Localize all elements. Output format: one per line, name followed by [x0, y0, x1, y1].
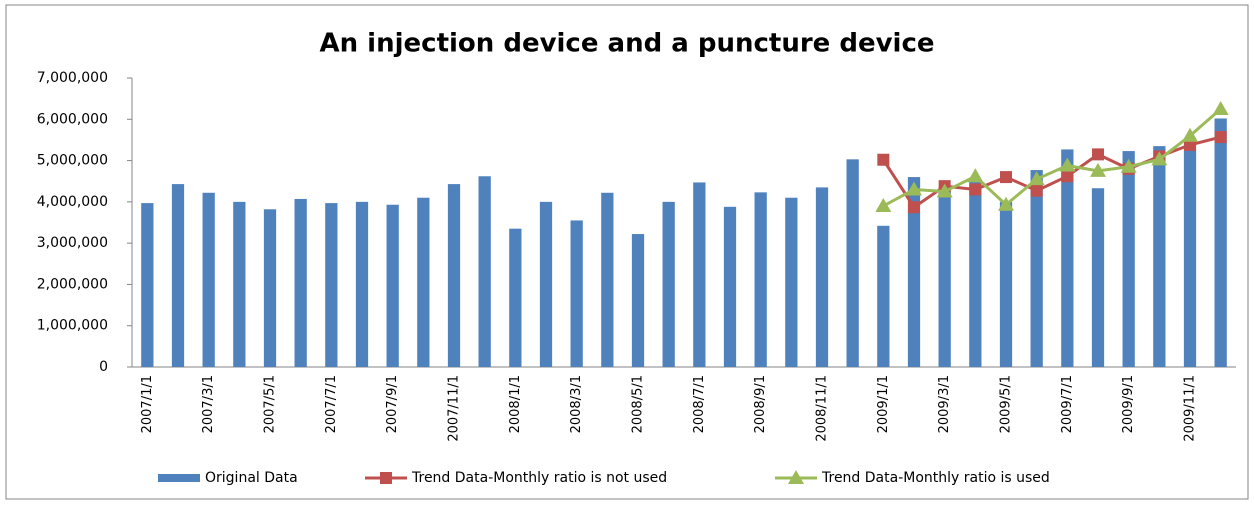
bar: [570, 220, 583, 367]
square-marker: [1092, 148, 1104, 161]
triangle-marker: [1182, 127, 1198, 142]
bar: [938, 187, 951, 367]
x-tick-label: 2007/3/1: [201, 375, 216, 433]
bar: [662, 201, 675, 367]
bar: [754, 192, 767, 367]
bar: [601, 192, 614, 367]
bar: [907, 177, 921, 367]
chart-title: An injection device and a puncture devic…: [320, 29, 935, 59]
bar: [294, 198, 307, 367]
bar: [1153, 146, 1166, 367]
bar: [386, 204, 399, 367]
bar: [815, 187, 829, 367]
square-marker: [908, 201, 920, 214]
x-tick-label: 2007/5/1: [263, 375, 278, 433]
x-tick-label: 2007/9/1: [385, 375, 400, 433]
line: [882, 107, 1222, 208]
legend-label: Trend Data-Monthly ratio is not used: [411, 470, 667, 486]
legend-swatch: [158, 474, 200, 482]
y-tick-label: 1,000,000: [37, 318, 108, 334]
x-tick-label: 2007/7/1: [324, 375, 339, 433]
triangle-marker: [936, 183, 953, 198]
bar: [202, 192, 215, 367]
bar: [1030, 170, 1043, 367]
triangle-marker: [1212, 100, 1229, 115]
square-marker: [1061, 170, 1074, 183]
x-tick-label: 2008/7/1: [692, 375, 707, 433]
bar: [1122, 151, 1135, 367]
triangle-marker: [1151, 151, 1168, 166]
legend-label: Original Data: [205, 470, 298, 486]
bar: [447, 184, 461, 367]
bar: [141, 203, 154, 367]
triangle-marker: [875, 197, 892, 212]
bar: [539, 201, 553, 367]
square-marker: [1000, 171, 1012, 184]
y-tick-label: 0: [99, 359, 108, 375]
square-marker: [1214, 131, 1227, 144]
x-tick-label: 2009/11/1: [1183, 375, 1198, 442]
y-tick-label: 7,000,000: [37, 70, 108, 86]
bar: [509, 228, 522, 367]
y-tick-label: 3,000,000: [37, 235, 108, 251]
x-tick-label: 2009/5/1: [999, 375, 1014, 433]
y-tick-label: 4,000,000: [37, 194, 108, 210]
legend-marker: [788, 470, 804, 484]
bar: [478, 176, 491, 367]
x-tick-label: 2008/9/1: [753, 375, 768, 433]
x-tick-label: 2008/3/1: [569, 375, 584, 433]
triangle-marker: [1059, 157, 1076, 172]
triangle-marker: [1028, 171, 1045, 186]
bar: [171, 184, 185, 367]
bar: [999, 201, 1013, 367]
bar: [325, 203, 338, 367]
x-tick-label: 2009/1/1: [876, 375, 891, 433]
legend-marker: [380, 472, 392, 484]
y-tick-label: 5,000,000: [37, 153, 108, 169]
bar: [846, 159, 859, 367]
y-tick-label: 6,000,000: [37, 111, 108, 127]
x-tick-label: 2008/5/1: [631, 375, 646, 433]
square-marker: [1184, 138, 1196, 151]
legend-label: Trend Data-Monthly ratio is used: [821, 470, 1050, 486]
bar: [1091, 188, 1105, 367]
bar: [877, 225, 890, 367]
y-tick-label: 2,000,000: [37, 276, 108, 292]
square-marker: [1030, 184, 1043, 197]
bar: [693, 182, 706, 367]
x-tick-label: 2009/3/1: [937, 375, 952, 433]
x-tick-label: 2008/1/1: [508, 375, 523, 433]
triangle-marker: [906, 181, 922, 196]
bar: [723, 206, 737, 367]
bar: [785, 197, 798, 367]
x-tick-label: 2009/7/1: [1060, 375, 1075, 433]
bar: [263, 209, 277, 367]
x-tick-label: 2009/9/1: [1121, 375, 1136, 433]
triangle-marker: [967, 168, 984, 183]
bar: [1183, 141, 1197, 367]
bar: [1061, 149, 1074, 367]
square-marker: [969, 183, 982, 196]
triangle-marker: [1120, 158, 1137, 173]
x-tick-label: 2008/11/1: [815, 375, 830, 442]
bar: [1214, 118, 1227, 368]
bar: [631, 234, 645, 367]
square-marker: [877, 153, 890, 166]
bar: [355, 201, 369, 367]
x-tick-label: 2007/11/1: [447, 375, 462, 442]
bar: [417, 197, 430, 367]
x-tick-label: 2007/1/1: [140, 375, 155, 433]
bar: [233, 201, 246, 367]
triangle-marker: [1090, 162, 1106, 177]
triangle-marker: [998, 196, 1014, 211]
bar: [969, 181, 982, 367]
